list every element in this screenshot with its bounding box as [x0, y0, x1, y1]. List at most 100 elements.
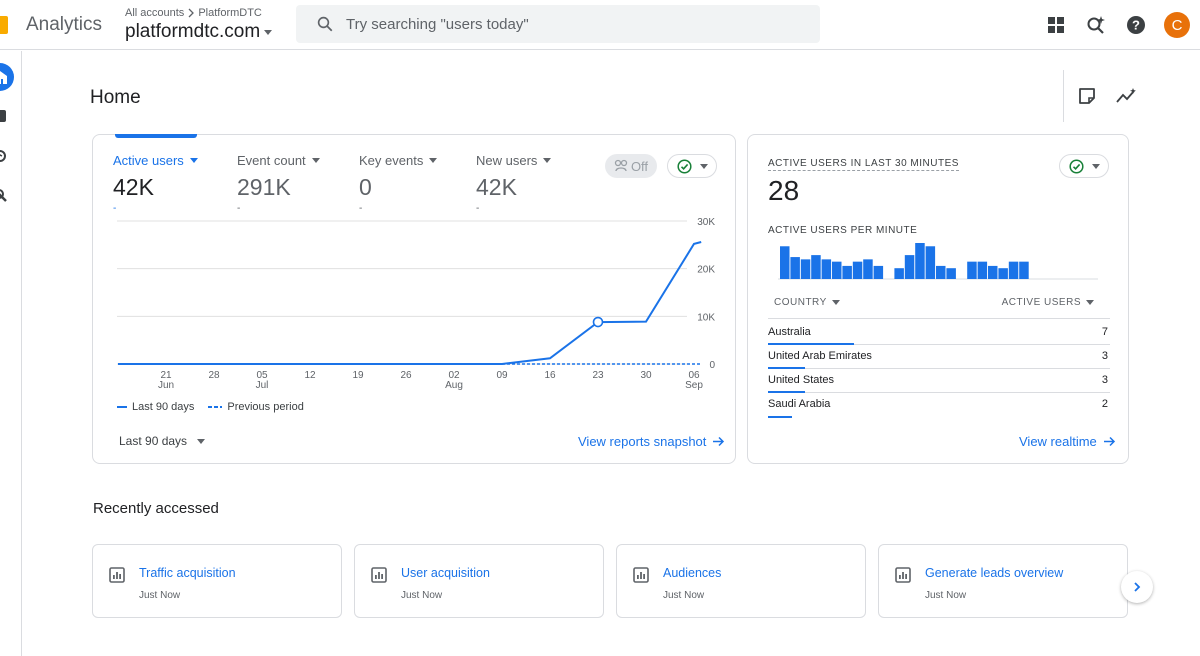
x-tick-day: 09 [496, 370, 508, 381]
breadcrumb-parent: All accounts [125, 7, 185, 19]
svg-text:?: ? [1132, 18, 1140, 33]
insights-button[interactable] [1076, 10, 1116, 40]
minute-bar [915, 243, 925, 279]
analytics-logo[interactable] [0, 14, 10, 34]
help-button[interactable]: ? [1116, 10, 1156, 40]
recent-card-user-acquisition[interactable]: User acquisition Just Now [354, 544, 604, 618]
recent-next-button[interactable] [1121, 571, 1153, 603]
country-column-header[interactable]: COUNTRY [774, 297, 840, 308]
view-realtime-label: View realtime [1019, 434, 1097, 449]
legend-previous-label: Previous period [227, 401, 304, 413]
brand-name: Analytics [26, 14, 103, 35]
search-input[interactable] [346, 15, 786, 33]
minute-bar [894, 268, 904, 279]
realtime-data-quality-button[interactable] [1059, 154, 1109, 178]
minute-bar [946, 268, 956, 279]
caret-down-icon [1086, 300, 1094, 305]
share-bar [768, 416, 793, 418]
x-tick-day: 16 [544, 370, 556, 381]
highlighted-data-point[interactable] [592, 316, 604, 328]
avatar[interactable]: C [1164, 12, 1190, 38]
home-icon [0, 71, 7, 84]
minute-bar [811, 255, 821, 279]
caret-down-icon [1091, 163, 1100, 169]
data-quality-button[interactable] [667, 154, 717, 178]
minute-bar [852, 261, 863, 279]
advertising-icon[interactable] [0, 189, 8, 203]
view-reports-snapshot-link[interactable]: View reports snapshot [578, 434, 725, 449]
metric-label-text: Active users [113, 153, 184, 168]
country-cell: United States [768, 374, 835, 386]
x-tick-month: Sep [685, 380, 703, 391]
users-cell: 3 [1101, 374, 1108, 386]
caret-down-icon [189, 158, 198, 163]
metric-label: Key events [359, 153, 438, 168]
minute-bar [936, 265, 946, 279]
recent-card-time: Just Now [925, 590, 967, 601]
view-realtime-link[interactable]: View realtime [1019, 434, 1116, 449]
metric-tab-active-users[interactable]: Active users 42K - [113, 153, 198, 214]
account-breadcrumb: All accounts PlatformDTC [125, 7, 262, 19]
recent-card-time: Just Now [663, 590, 705, 601]
page-title: Home [90, 87, 141, 108]
explore-icon[interactable] [0, 149, 8, 163]
overview-card: Active users 42K - Event count 291K - Ke… [92, 134, 736, 464]
x-tick-day: 21 [160, 370, 172, 381]
metric-tab-event-count[interactable]: Event count 291K - [237, 153, 320, 214]
help-icon: ? [1127, 16, 1145, 34]
check-circle-icon [676, 158, 692, 174]
country-cell: Saudi Arabia [768, 398, 831, 410]
check-circle-icon [1068, 158, 1084, 174]
apps-button[interactable] [1036, 10, 1076, 40]
users-cell: 7 [1101, 326, 1108, 338]
active-users-column-header[interactable]: ACTIVE USERS [1002, 297, 1094, 308]
property-selector[interactable]: platformdtc.com [125, 21, 273, 43]
country-cell: United Arab Emirates [768, 350, 872, 362]
compare-icon [614, 159, 628, 172]
date-range-selector[interactable]: Last 90 days [119, 434, 206, 448]
page-actions [1063, 70, 1144, 122]
x-tick-day: 02 [448, 370, 460, 381]
country-cell: Australia [768, 326, 811, 338]
realtime-title[interactable]: ACTIVE USERS IN LAST 30 MINUTES [768, 158, 959, 171]
table-row: United Arab Emirates 3 [768, 345, 1110, 369]
recent-card-time: Just Now [139, 590, 181, 601]
search-spark-icon [1087, 16, 1105, 34]
x-tick-month: Jun [158, 380, 174, 391]
caret-down-icon [429, 158, 438, 163]
metric-label-text: New users [476, 153, 538, 168]
minute-bar [988, 265, 998, 279]
search-bar[interactable] [296, 5, 820, 43]
notes-button[interactable] [1070, 84, 1104, 108]
insights-trend-button[interactable] [1110, 84, 1144, 108]
home-nav-button[interactable] [0, 63, 14, 91]
chevron-right-icon [1134, 582, 1141, 592]
comparison-toggle[interactable]: Off [605, 154, 657, 178]
dashed-line-swatch [208, 406, 223, 408]
recent-card-generate-leads-overview[interactable]: Generate leads overview Just Now [878, 544, 1128, 618]
recent-card-time: Just Now [401, 590, 443, 601]
recent-card-audiences[interactable]: Audiences Just Now [616, 544, 866, 618]
users-cell: 2 [1101, 398, 1108, 410]
minute-bar [800, 259, 811, 279]
reports-icon[interactable] [0, 109, 8, 123]
table-row: Australia 7 [768, 321, 1110, 345]
share-bar [768, 367, 805, 369]
view-reports-snapshot-label: View reports snapshot [578, 434, 707, 449]
apps-grid-icon [1048, 17, 1064, 33]
recent-card-traffic-acquisition[interactable]: Traffic acquisition Just Now [92, 544, 342, 618]
x-tick-day: 06 [688, 370, 700, 381]
metric-tab-new-users[interactable]: New users 42K - [476, 153, 552, 214]
users-cell: 3 [1101, 350, 1108, 362]
country-column-label: COUNTRY [774, 297, 827, 308]
x-tick-month: Jul [256, 380, 269, 391]
arrow-right-icon [1103, 436, 1115, 447]
metric-tab-key-events[interactable]: Key events 0 - [359, 153, 438, 214]
metric-label: Event count [237, 153, 320, 168]
y-tick-label: 20K [697, 265, 715, 276]
minute-bar [1008, 261, 1019, 279]
share-bar [768, 391, 805, 393]
solid-line-swatch [117, 406, 127, 408]
x-tick-day: 28 [208, 370, 220, 381]
